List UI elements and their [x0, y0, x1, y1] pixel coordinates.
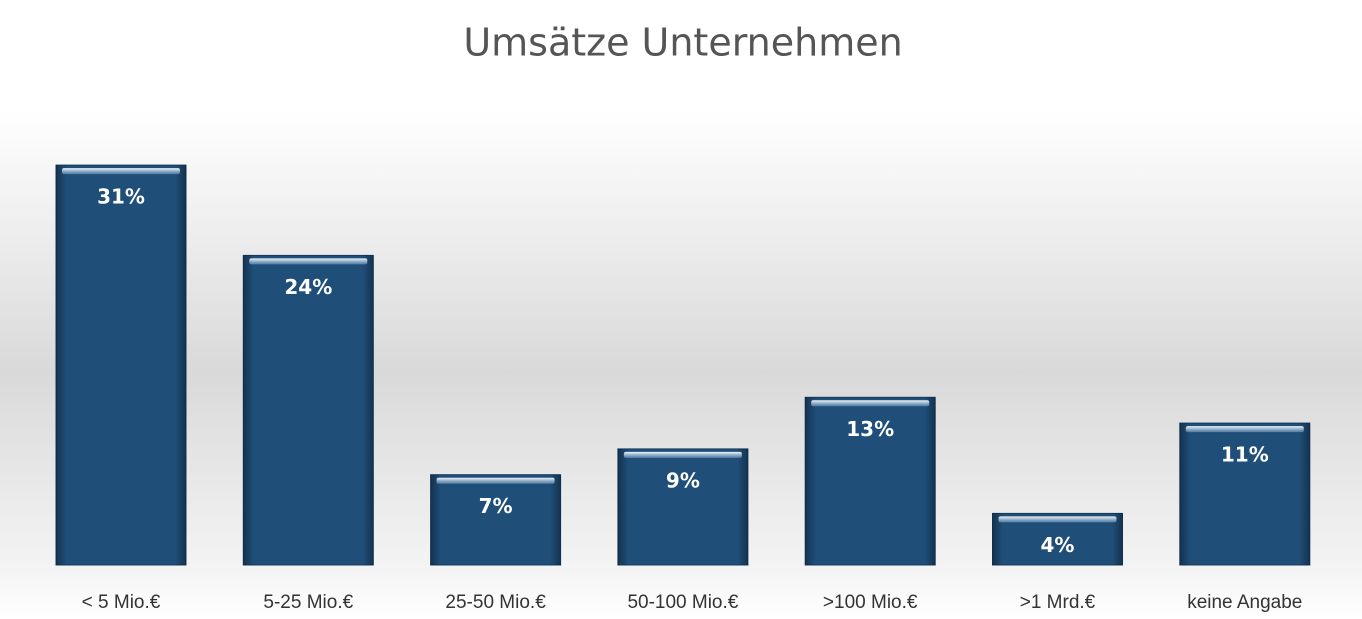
value-label: 31%	[97, 185, 145, 209]
bar-shade	[56, 165, 186, 565]
bar-shade	[805, 397, 936, 565]
bar-highlight	[62, 168, 180, 175]
bar-shade	[243, 255, 374, 565]
x-tick-label: keine Angabe	[1187, 592, 1302, 613]
bar-highlight	[998, 516, 1117, 523]
x-tick-label: < 5 Mio.€	[82, 592, 161, 613]
bar-highlight	[436, 477, 555, 484]
bar-shade	[617, 448, 748, 565]
value-label: 24%	[284, 275, 332, 299]
bar-highlight	[811, 400, 930, 407]
bar-shade	[430, 474, 561, 565]
value-label: 7%	[479, 494, 513, 518]
x-tick-label: >100 Mio.€	[823, 592, 918, 613]
x-tick-label: >1 Mrd.€	[1020, 592, 1096, 613]
x-tick-label: 5-25 Mio.€	[263, 592, 353, 613]
value-label: 4%	[1041, 533, 1075, 557]
bar-highlight	[249, 258, 368, 265]
bar-shade	[1179, 423, 1310, 565]
value-label: 13%	[846, 417, 894, 441]
value-label: 11%	[1221, 443, 1269, 467]
chart-title: Umsätze Unternehmen	[463, 21, 902, 65]
bar-highlight	[1185, 426, 1304, 433]
bar-highlight	[623, 451, 742, 458]
x-tick-label: 25-50 Mio.€	[445, 592, 546, 613]
value-label: 9%	[666, 468, 700, 492]
x-tick-label: 50-100 Mio.€	[627, 592, 738, 613]
